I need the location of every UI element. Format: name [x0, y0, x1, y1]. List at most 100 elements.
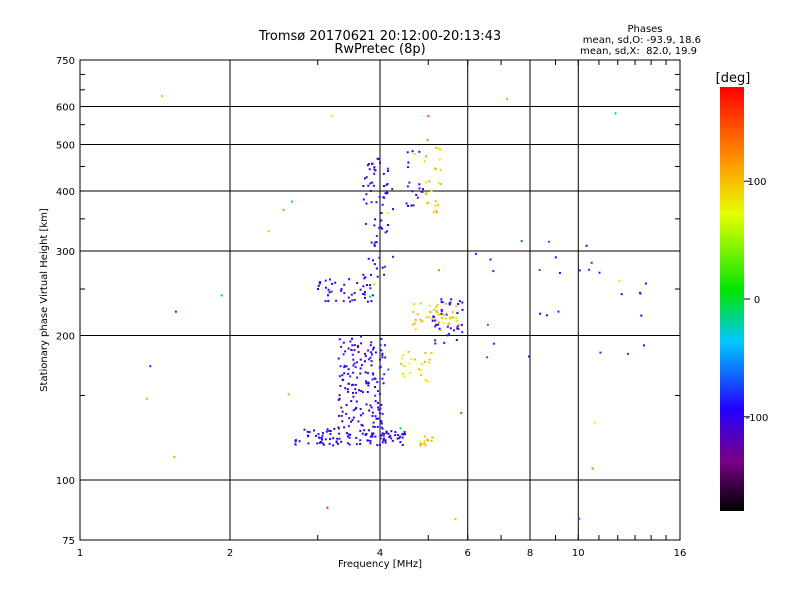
data-point-F2-o-rise: [380, 219, 383, 222]
data-point-E-trace-x: [423, 439, 426, 442]
data-point-F2-o-rise: [371, 162, 373, 165]
y-axis-label: Stationary phase Virtual Height [km]: [39, 208, 50, 392]
data-point-F1-cusp: [366, 284, 368, 286]
data-point-F1-lower: [354, 408, 357, 410]
data-point-F1-x: [414, 358, 416, 361]
y-tick-label: 400: [56, 187, 75, 198]
data-point-F2-o-rise: [381, 266, 384, 269]
data-point-F1-lower: [355, 391, 358, 394]
data-point-F1-cusp: [363, 293, 366, 296]
data-point-F1-lower: [347, 347, 350, 350]
data-point-F1-lower: [361, 412, 364, 415]
x-tick-label: 4: [377, 548, 383, 559]
data-point-E-trace: [345, 432, 348, 435]
data-point-E-trace: [379, 444, 381, 446]
data-point-E-trace: [359, 439, 362, 442]
data-point-F1-cusp: [319, 281, 322, 284]
data-point-F1-x-mid: [439, 329, 442, 332]
data-point-F1-x-mid: [441, 316, 443, 319]
data-point-F2-o-cusp: [416, 196, 419, 199]
data-point-F1-lower: [366, 391, 369, 393]
data-point-F1-lower: [357, 346, 359, 348]
data-point-F2-o-rise: [386, 230, 389, 233]
data-point-F1-lower: [374, 394, 377, 397]
data-point-F1-lower: [351, 384, 354, 387]
data-point-F1-cusp: [369, 287, 372, 290]
data-point-E-trace: [317, 433, 320, 436]
data-point-F1-lower: [355, 406, 358, 409]
data-point-F1-lower: [356, 376, 359, 379]
data-point-F1-o-right: [437, 323, 440, 326]
data-point-F2-o-cusp: [405, 202, 408, 205]
data-point-F1-lower: [379, 358, 381, 361]
data-point-E-trace: [346, 442, 349, 445]
data-point-F1-lower: [345, 412, 348, 415]
data-point-F1-x-mid: [419, 302, 422, 305]
data-point-F2-o-rise: [386, 192, 389, 195]
data-point-F1-cusp: [327, 294, 329, 297]
data-point-F1-o-right: [460, 323, 463, 326]
data-point-F1-lower: [343, 364, 346, 367]
data-point-F1-lower: [375, 417, 378, 420]
colorbar-tick-label: -100: [746, 413, 769, 424]
data-point-E-trace-x: [421, 443, 424, 445]
data-point-F1-lower: [354, 366, 357, 369]
data-point-E-trace: [359, 429, 362, 432]
data-point-scatter-mixed: [438, 269, 440, 272]
data-point-E-trace: [306, 434, 309, 437]
data-point-F1-lower: [379, 407, 382, 410]
data-point-F1-cusp: [324, 279, 327, 282]
data-point-E-trace: [349, 433, 352, 436]
data-point-F1-lower: [352, 416, 355, 419]
data-point-F1-x-mid: [442, 322, 445, 325]
data-point-F1-x-mid: [435, 305, 438, 308]
data-point-F2-x: [434, 209, 437, 212]
data-point-F2-o-cusp: [411, 150, 414, 153]
data-point-F1-cusp: [324, 300, 327, 303]
data-point-F2-o-rise: [373, 172, 376, 175]
data-point-F2-o-rise: [374, 218, 377, 221]
data-point-F2-o-rise: [370, 241, 373, 244]
data-point-F1-x-mid: [450, 316, 453, 319]
data-point-scatter-mixed: [149, 365, 152, 368]
data-point-F2-o-rise: [378, 256, 381, 259]
data-point-F2-o-cusp: [420, 190, 423, 193]
data-point-F2-o-rise: [372, 259, 374, 262]
data-point-F1-x-mid: [425, 316, 428, 319]
data-point-F1-lower: [360, 423, 363, 426]
data-point-F1-lower: [372, 348, 374, 351]
data-point-F1-lower: [365, 382, 368, 385]
data-point-F1-lower: [374, 400, 377, 403]
data-point-F1-cusp: [364, 291, 366, 293]
data-point-F2-o-rise: [387, 170, 389, 172]
data-point-scatter-mixed: [287, 393, 290, 396]
data-point-F1-lower: [358, 389, 360, 392]
data-point-scatter-mixed: [173, 455, 176, 458]
data-point-F1-x: [419, 369, 422, 371]
data-point-E-trace: [369, 439, 372, 442]
data-point-E-trace: [390, 437, 393, 440]
data-point-scatter-mixed: [282, 208, 285, 211]
stats-line-x: mean, sd,X: 82.0, 19.9: [580, 46, 697, 57]
data-point-F2-x: [425, 181, 428, 184]
data-point-F1-lower: [337, 357, 340, 360]
data-point-F1-lower: [370, 406, 373, 409]
data-point-F2-o-rise: [379, 226, 382, 229]
data-point-F2-x: [426, 201, 429, 204]
data-point-F1-lower: [380, 422, 383, 425]
data-point-scatter-high: [492, 270, 495, 273]
data-point-F1-lower: [340, 414, 343, 417]
data-point-F1-cusp: [349, 300, 352, 303]
data-point-F1-lower: [343, 426, 346, 429]
data-point-F1-lower: [373, 377, 376, 380]
data-point-F2-o-cusp: [411, 190, 414, 193]
data-point-F1-lower: [371, 378, 374, 381]
data-point-F1-cusp: [317, 288, 319, 290]
data-point-F1-o-right: [440, 308, 443, 311]
data-point-scatter-mixed: [614, 112, 617, 115]
data-point-F2-x: [439, 148, 442, 151]
data-point-E-trace: [382, 434, 385, 437]
data-point-F1-lower: [380, 426, 383, 429]
data-point-F1-x: [428, 358, 431, 361]
data-point-F1-o-right: [434, 342, 437, 345]
